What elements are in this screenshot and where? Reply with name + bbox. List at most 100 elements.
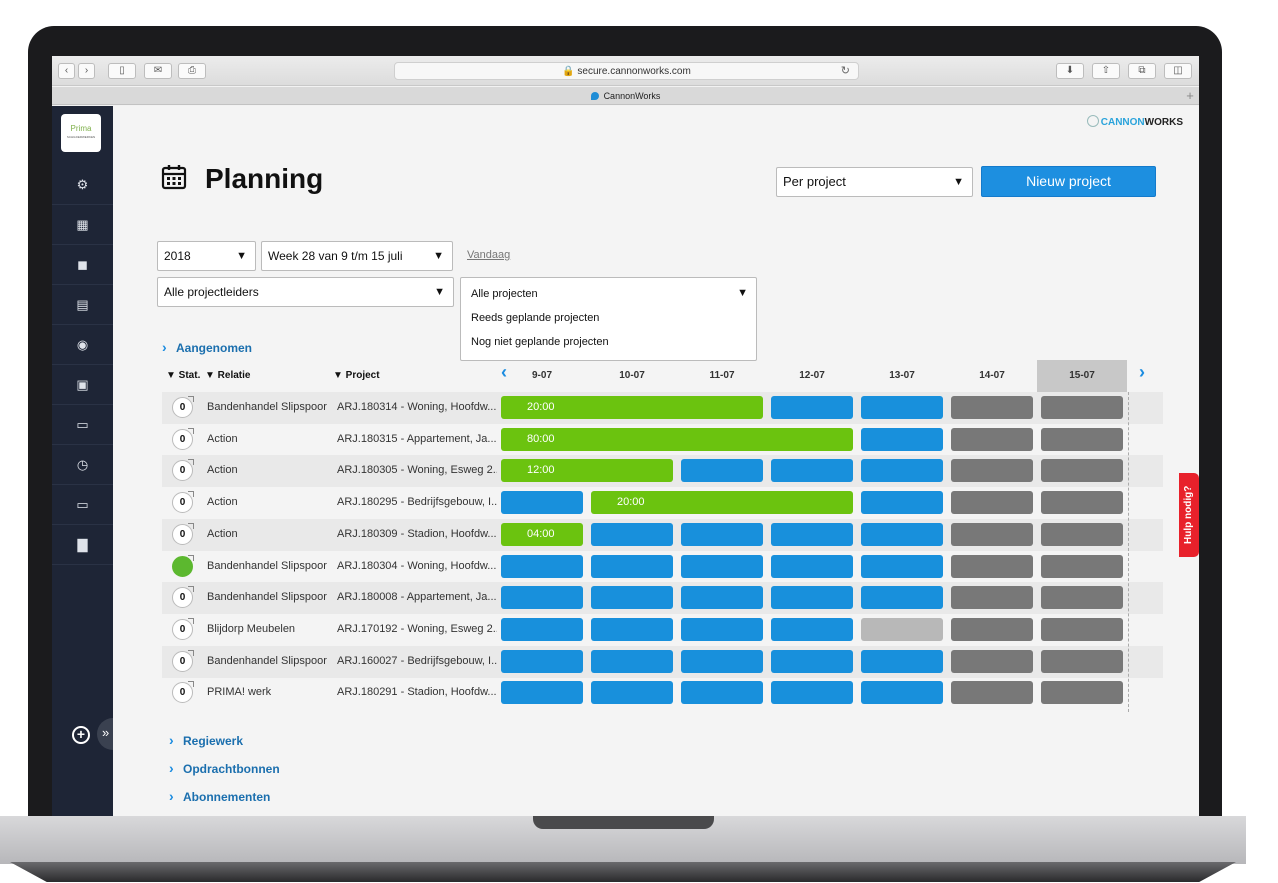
- day-slot[interactable]: [861, 554, 943, 578]
- day-slot[interactable]: [951, 617, 1033, 641]
- day-slot[interactable]: [591, 649, 673, 673]
- day-slot[interactable]: [1041, 554, 1123, 578]
- table-row[interactable]: 0 Blijdorp Meubelen ARJ.170192 - Woning, E…: [162, 614, 1163, 646]
- day-slot[interactable]: [681, 586, 763, 610]
- project-cell[interactable]: ARJ.180305 - Woning, Esweg 2...: [337, 464, 497, 477]
- day-slot[interactable]: [771, 681, 853, 705]
- sidebar-item-time[interactable]: ◷: [52, 445, 113, 485]
- forward-button[interactable]: ›: [78, 63, 95, 79]
- tabs-icon[interactable]: ⧉: [1128, 63, 1156, 79]
- day-slot[interactable]: [1041, 681, 1123, 705]
- project-filter-option[interactable]: Reeds geplande projecten: [471, 312, 600, 324]
- day-slot[interactable]: [771, 522, 853, 546]
- planned-bar[interactable]: 12:00: [501, 459, 673, 483]
- project-cell[interactable]: ARJ.180304 - Woning, Hoofdw...: [337, 559, 497, 572]
- day-slot[interactable]: [861, 586, 943, 610]
- day-slot[interactable]: [1041, 396, 1123, 419]
- back-button[interactable]: ‹: [58, 63, 75, 79]
- sidebar-item-reports[interactable]: ▇: [52, 525, 113, 565]
- day-slot[interactable]: [591, 681, 673, 705]
- day-slot[interactable]: [1041, 649, 1123, 673]
- day-slot[interactable]: [501, 586, 583, 610]
- day-slot[interactable]: [1041, 427, 1123, 451]
- day-slot[interactable]: [1041, 491, 1123, 515]
- day-slot[interactable]: [501, 554, 583, 578]
- day-slot[interactable]: [1041, 522, 1123, 546]
- day-slot[interactable]: [771, 554, 853, 578]
- project-cell[interactable]: ARJ.180295 - Bedrijfsgebouw, I...: [337, 496, 497, 509]
- day-slot[interactable]: [951, 681, 1033, 705]
- project-cell[interactable]: ARJ.180291 - Stadion, Hoofdw...: [337, 686, 497, 699]
- day-slot[interactable]: [681, 649, 763, 673]
- day-slot[interactable]: [951, 491, 1033, 515]
- table-row[interactable]: 0 PRIMA! werk ARJ.180291 - Stadion, Hoofdw…: [162, 677, 1163, 709]
- day-slot[interactable]: [501, 617, 583, 641]
- day-slot[interactable]: [951, 649, 1033, 673]
- day-slot[interactable]: [771, 586, 853, 610]
- table-row[interactable]: 0 Action ARJ.180295 - Bedrijfsgebouw, I...…: [162, 487, 1163, 519]
- project-filter-selected[interactable]: Alle projecten: [471, 288, 538, 300]
- project-cell[interactable]: ARJ.170192 - Woning, Esweg 2...: [337, 622, 497, 635]
- extension-icon[interactable]: ◫: [1164, 63, 1192, 79]
- table-row[interactable]: 0 Bandenhandel Slipspoor ARJ.160027 - Bedr…: [162, 645, 1163, 678]
- view-select[interactable]: Per project ▼: [776, 167, 973, 197]
- day-slot[interactable]: [951, 459, 1033, 483]
- section-regiewerk[interactable]: › Regiewerk: [169, 732, 243, 748]
- new-tab-button[interactable]: +: [1186, 88, 1194, 103]
- column-header-relatie[interactable]: ▼ Relatie: [205, 370, 251, 381]
- today-link[interactable]: Vandaag: [467, 249, 511, 261]
- project-filter-option[interactable]: Nog niet geplande projecten: [471, 336, 609, 348]
- section-aangenomen[interactable]: › Aangenomen: [162, 339, 252, 355]
- address-bar[interactable]: 🔒 secure.cannonworks.com ↻: [394, 62, 859, 80]
- status-indicator[interactable]: 0: [172, 396, 194, 418]
- day-slot[interactable]: [951, 396, 1033, 419]
- day-slot[interactable]: [951, 554, 1033, 578]
- day-slot[interactable]: [681, 522, 763, 546]
- day-slot[interactable]: [591, 617, 673, 641]
- print-icon[interactable]: ⎙: [178, 63, 206, 79]
- column-header-project[interactable]: ▼ Project: [333, 370, 380, 381]
- status-indicator[interactable]: 0: [172, 522, 194, 545]
- day-slot[interactable]: [591, 586, 673, 610]
- sidebar-item-dashboard[interactable]: ⚙: [52, 165, 113, 205]
- table-row[interactable]: Bandenhandel Slipspoor ARJ.180304 - Wonin…: [162, 551, 1163, 583]
- prev-week-arrow-icon[interactable]: ‹: [501, 362, 507, 382]
- day-slot[interactable]: [861, 427, 943, 451]
- mail-icon[interactable]: ✉: [144, 63, 172, 79]
- table-row[interactable]: 0 Bandenhandel Slipspoor ARJ.180008 - Appa…: [162, 582, 1163, 615]
- sidebar-toggle-icon[interactable]: ▯: [108, 63, 136, 79]
- day-slot[interactable]: [771, 459, 853, 483]
- project-cell[interactable]: ARJ.180314 - Woning, Hoofdw...: [337, 401, 497, 413]
- project-cell[interactable]: ARJ.180315 - Appartement, Ja...: [337, 432, 497, 445]
- status-indicator[interactable]: 0: [172, 459, 194, 482]
- year-select[interactable]: 2018 ▼: [157, 241, 256, 271]
- day-slot[interactable]: [591, 522, 673, 546]
- day-slot[interactable]: [771, 396, 853, 419]
- day-slot[interactable]: [681, 459, 763, 483]
- share-icon[interactable]: ⇧: [1092, 63, 1120, 79]
- day-slot[interactable]: [1041, 617, 1123, 641]
- status-indicator[interactable]: 0: [172, 427, 194, 450]
- status-indicator[interactable]: [172, 554, 194, 577]
- day-slot[interactable]: [501, 681, 583, 705]
- new-project-button[interactable]: Nieuw project: [981, 166, 1156, 197]
- day-slot[interactable]: [591, 554, 673, 578]
- day-slot[interactable]: [861, 522, 943, 546]
- sidebar-item-projects[interactable]: ◼: [52, 245, 113, 285]
- table-row[interactable]: 0 Bandenhandel Slipspoor ARJ.180314 - Woni…: [162, 392, 1163, 424]
- project-filter-dropdown[interactable]: Alle projecten ▼ Reeds geplande projecte…: [460, 277, 757, 361]
- day-slot[interactable]: [771, 617, 853, 641]
- download-icon[interactable]: ⬇: [1056, 63, 1084, 79]
- day-slot[interactable]: [681, 681, 763, 705]
- section-abonnementen[interactable]: › Abonnementen: [169, 788, 270, 804]
- status-indicator[interactable]: 0: [172, 617, 194, 640]
- project-cell[interactable]: ARJ.160027 - Bedrijfsgebouw, I...: [337, 654, 497, 667]
- day-slot[interactable]: [681, 554, 763, 578]
- add-icon[interactable]: +: [72, 726, 90, 744]
- project-leader-select[interactable]: Alle projectleiders ▼: [157, 277, 454, 307]
- day-slot[interactable]: [861, 491, 943, 515]
- day-slot[interactable]: [861, 681, 943, 705]
- project-cell[interactable]: ARJ.180309 - Stadion, Hoofdw...: [337, 527, 497, 540]
- day-slot[interactable]: [861, 617, 943, 641]
- day-slot[interactable]: [1041, 586, 1123, 610]
